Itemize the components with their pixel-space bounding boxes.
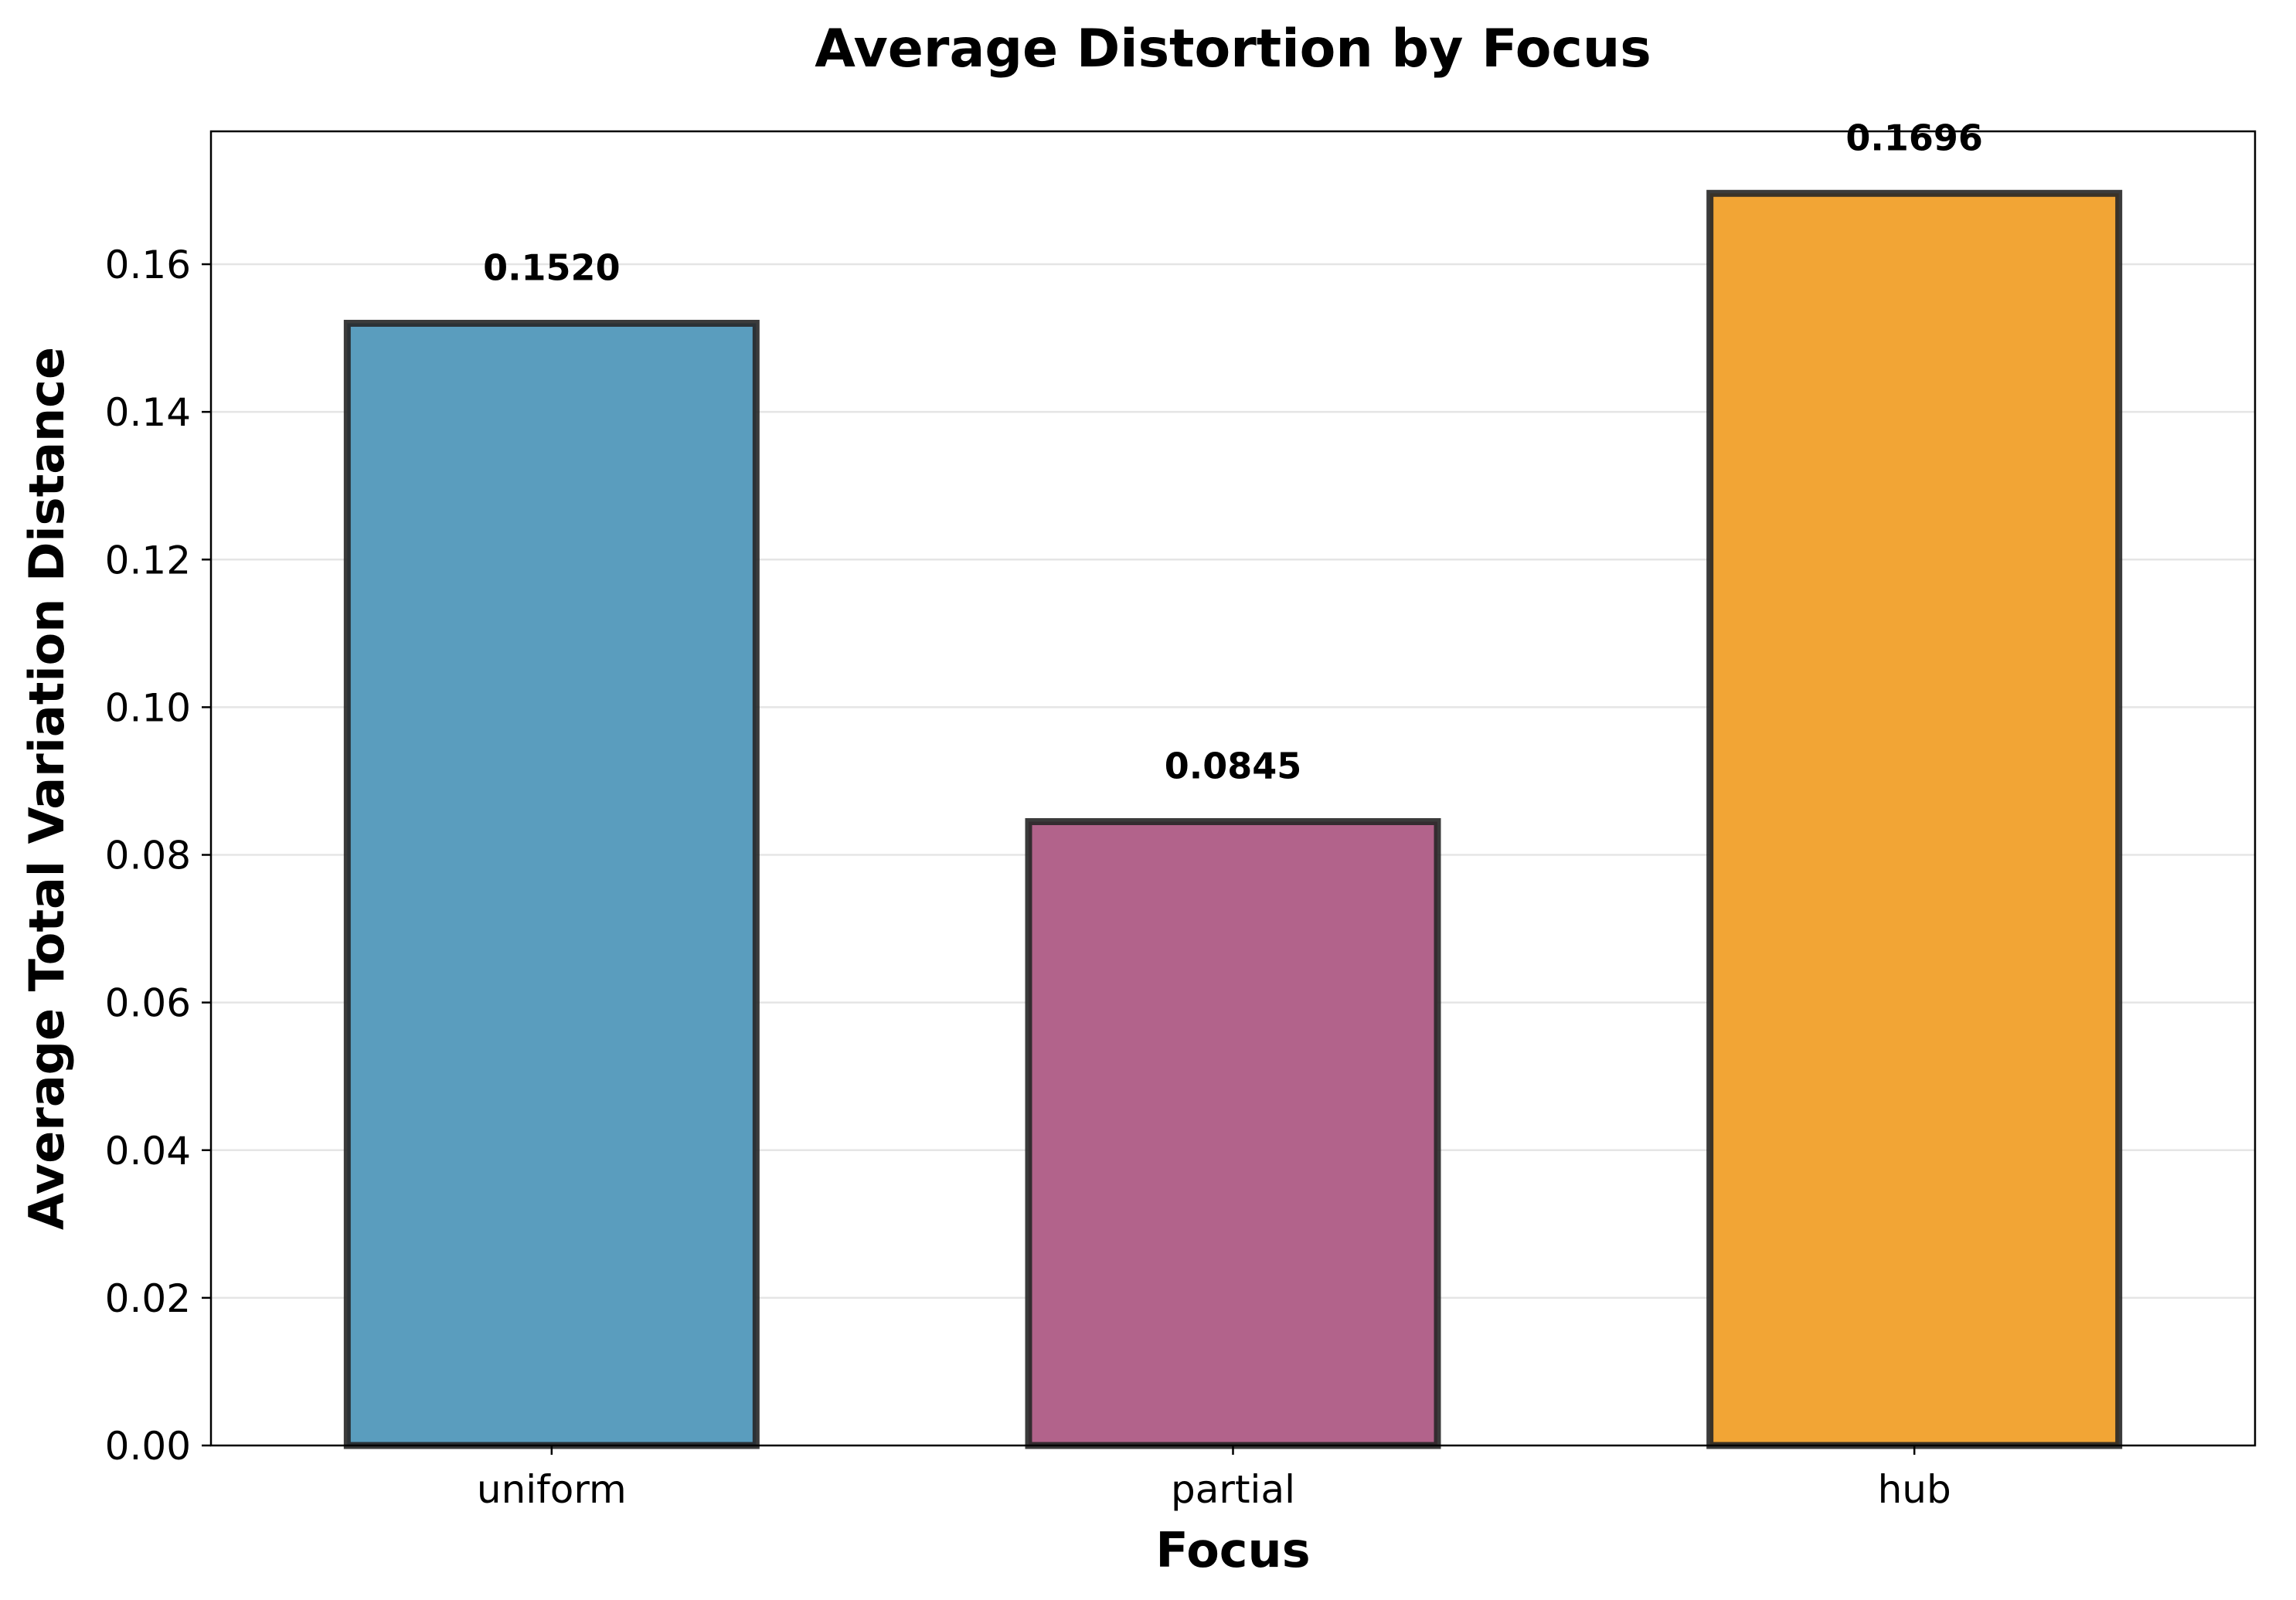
data-label-uniform: 0.1520 [483, 246, 621, 288]
y-tick-label: 0.00 [105, 1424, 191, 1469]
y-tick-label: 0.08 [105, 834, 191, 878]
y-axis-ticks: 0.00 0.02 0.04 0.06 0.08 0.10 0.12 0.14 0.16 [105, 243, 211, 1469]
bar-partial [1025, 818, 1441, 1449]
bar-hub [1706, 189, 2123, 1449]
y-tick-label: 0.02 [105, 1276, 191, 1321]
bar-uniform [343, 319, 760, 1449]
y-tick-label: 0.06 [105, 981, 191, 1026]
x-tick-label-partial: partial [1171, 1467, 1295, 1512]
data-labels: 0.1520 0.0845 0.1696 [483, 117, 1983, 786]
x-tick-label-hub: hub [1878, 1467, 1951, 1512]
y-tick-label: 0.04 [105, 1129, 191, 1174]
x-axis-ticks: uniform partial hub [477, 1445, 1951, 1512]
y-tick-label: 0.16 [105, 243, 191, 287]
x-axis-label: Focus [1155, 1522, 1310, 1578]
y-tick-label: 0.10 [105, 685, 191, 730]
x-tick-label-uniform: uniform [477, 1467, 627, 1512]
y-tick-label: 0.12 [105, 538, 191, 583]
y-tick-label: 0.14 [105, 390, 191, 435]
bars [343, 189, 2123, 1449]
data-label-partial: 0.0845 [1165, 746, 1302, 787]
y-axis-label: Average Total Variation Distance [19, 347, 75, 1230]
data-label-hub: 0.1696 [1845, 117, 1983, 158]
chart-title: Average Distortion by Focus [815, 19, 1651, 80]
